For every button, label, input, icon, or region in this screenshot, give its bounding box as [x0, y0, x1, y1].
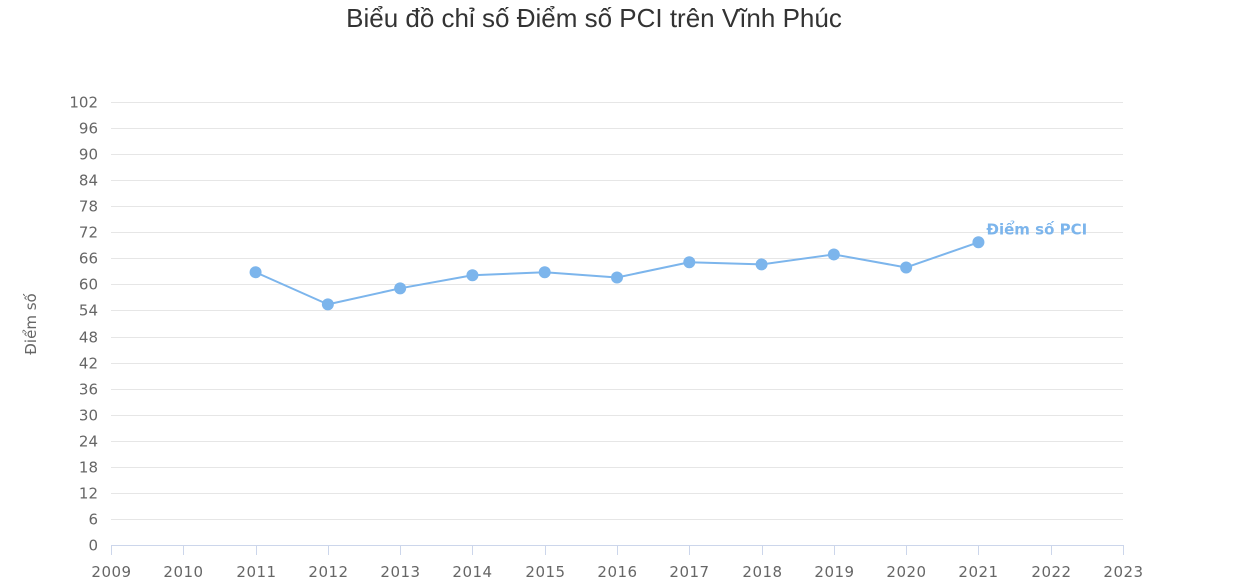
series-label: Điểm số PCI: [986, 219, 1087, 238]
data-point-2018[interactable]: [755, 258, 768, 271]
data-point-2021[interactable]: [972, 236, 985, 249]
x-tick-label: 2011: [236, 563, 276, 581]
x-tick-label: 2022: [1031, 563, 1071, 581]
data-point-2019[interactable]: [827, 248, 840, 261]
data-point-2014[interactable]: [466, 269, 479, 282]
x-tick-label: 2013: [380, 563, 420, 581]
data-point-2013[interactable]: [394, 282, 407, 295]
x-tick-label: 2017: [669, 563, 709, 581]
data-point-2011[interactable]: [249, 266, 262, 279]
y-tick-label: 60: [79, 276, 98, 294]
y-tick-label: 0: [88, 537, 98, 555]
x-tick-label: 2023: [1103, 563, 1143, 581]
data-point-2016[interactable]: [611, 271, 623, 284]
chart-title: Biểu đồ chỉ số Điểm số PCI trên Vĩnh Phú…: [346, 3, 842, 33]
data-point-2015[interactable]: [538, 266, 551, 279]
data-point-2012[interactable]: [321, 298, 334, 311]
x-axis: 2009 2010 2011 2012 2013 2014 2015 2016 2017 2018…: [91, 545, 1143, 581]
y-axis-ticks: 0 6 12 18 24 30 36 42 48 54 60 66 72 78 84 90 96 102: [69, 94, 98, 555]
y-tick-label: 12: [79, 485, 98, 503]
y-tick-label: 102: [69, 94, 98, 112]
grid-lines: [111, 102, 1123, 520]
x-tick-label: 2009: [91, 563, 131, 581]
x-tick-label: 2016: [597, 563, 637, 581]
x-tick-label: 2010: [163, 563, 203, 581]
y-tick-label: 18: [79, 459, 98, 477]
data-series: Điểm số PCI: [249, 219, 1087, 311]
y-axis-label: Điểm số: [22, 292, 40, 354]
y-tick-label: 36: [79, 381, 98, 399]
data-point-2020[interactable]: [900, 261, 913, 274]
x-tick-label: 2019: [814, 563, 854, 581]
x-tick-label: 2021: [958, 563, 998, 581]
y-tick-label: 72: [79, 224, 98, 242]
y-tick-label: 90: [79, 146, 98, 164]
y-tick-label: 54: [79, 302, 98, 320]
y-tick-label: 78: [79, 198, 98, 216]
x-tick-label: 2018: [742, 563, 782, 581]
y-tick-label: 66: [79, 250, 98, 268]
y-tick-label: 48: [79, 329, 98, 347]
x-tick-label: 2014: [452, 563, 492, 581]
y-tick-label: 42: [79, 355, 98, 373]
y-tick-label: 96: [79, 120, 98, 138]
y-tick-label: 30: [79, 407, 98, 425]
y-tick-label: 24: [79, 433, 98, 451]
x-tick-label: 2015: [525, 563, 565, 581]
y-tick-label: 6: [88, 511, 98, 529]
data-point-2017[interactable]: [683, 256, 696, 269]
y-tick-label: 84: [79, 172, 98, 190]
x-tick-label: 2020: [886, 563, 926, 581]
x-tick-label: 2012: [308, 563, 348, 581]
